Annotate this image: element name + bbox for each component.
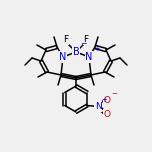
Text: N: N xyxy=(95,102,102,111)
Text: N: N xyxy=(59,52,67,62)
Text: F: F xyxy=(63,36,69,45)
Text: B: B xyxy=(73,47,79,57)
Text: .: . xyxy=(85,31,88,41)
Text: .: . xyxy=(64,31,67,41)
Text: −: − xyxy=(80,39,86,48)
Text: +: + xyxy=(101,97,107,104)
Text: −: − xyxy=(111,92,117,97)
Text: F: F xyxy=(83,36,89,45)
Text: N: N xyxy=(85,52,93,62)
Text: +: + xyxy=(93,44,99,53)
Text: O: O xyxy=(104,96,111,105)
Text: O: O xyxy=(104,110,111,119)
